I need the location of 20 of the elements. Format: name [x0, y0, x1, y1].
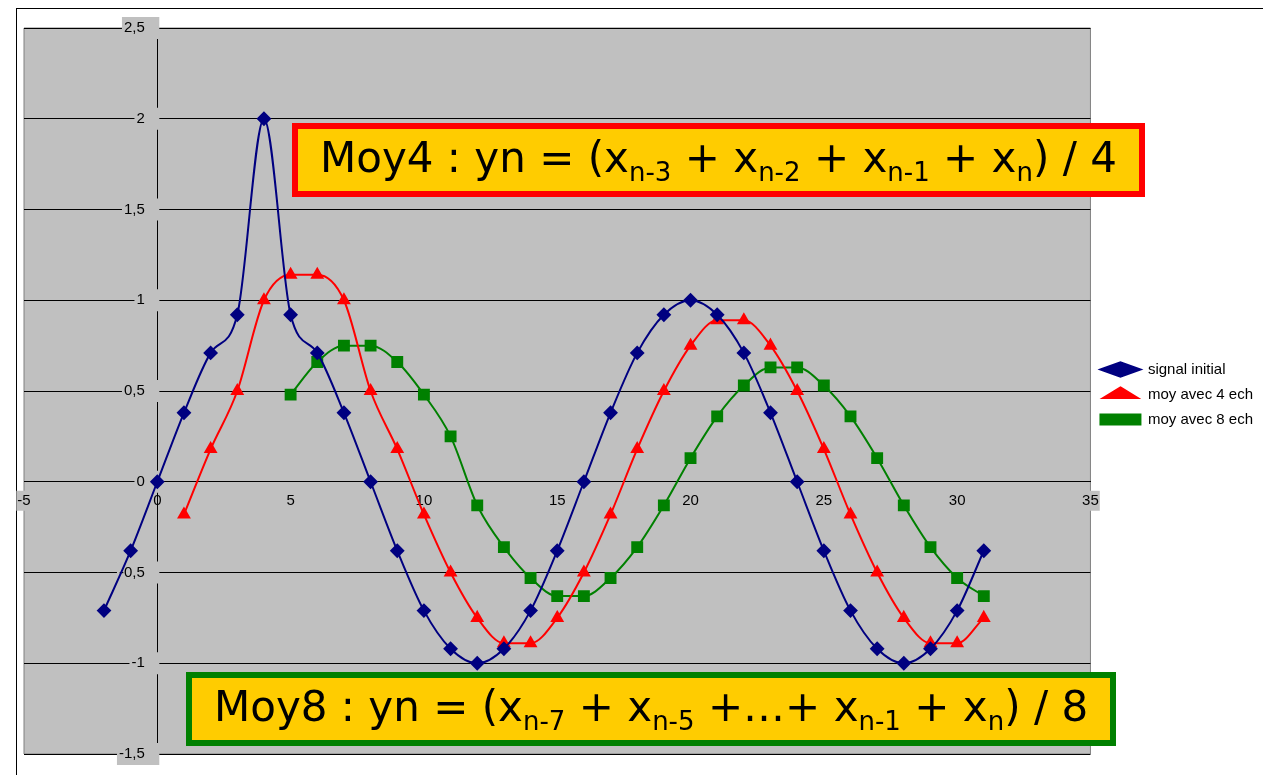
legend-label: signal initial	[1147, 359, 1226, 377]
legend-label: moy avec 4 ech	[1147, 384, 1254, 402]
y-tick-label: 1	[136, 290, 158, 308]
y-tick-label: 1,5	[123, 199, 158, 217]
y-tick-label: 0,5	[123, 381, 158, 399]
y-tick-label: 2	[136, 108, 158, 126]
legend-label: moy avec 8 ech	[1147, 409, 1254, 427]
x-tick-label: 35	[1082, 490, 1099, 508]
x-tick-label: 20	[682, 490, 699, 508]
y-tick-label: 2,5	[123, 18, 158, 36]
text: Moy8 : yn = (x$_{n-7}$ + x$_{n-5}$ +…+ x$_{n-1}$ + x$_{n}$) / 8	[214, 682, 1089, 737]
x-tick-label: 25	[815, 490, 833, 508]
y-tick-label: -1	[131, 653, 158, 671]
x-tick-label: 5	[286, 490, 295, 508]
y-tick-label: 0	[136, 471, 158, 489]
y-tick-label: -1,5	[118, 744, 158, 762]
x-tick-label: 30	[948, 490, 966, 508]
x-tick-label: -5	[17, 490, 31, 508]
text: Moy4 : yn = (x$_{n-3}$ + x$_{n-2}$ + x$_{n-1}$ + x$_{n}$) / 4	[320, 133, 1117, 188]
x-tick-label: 15	[548, 490, 566, 508]
